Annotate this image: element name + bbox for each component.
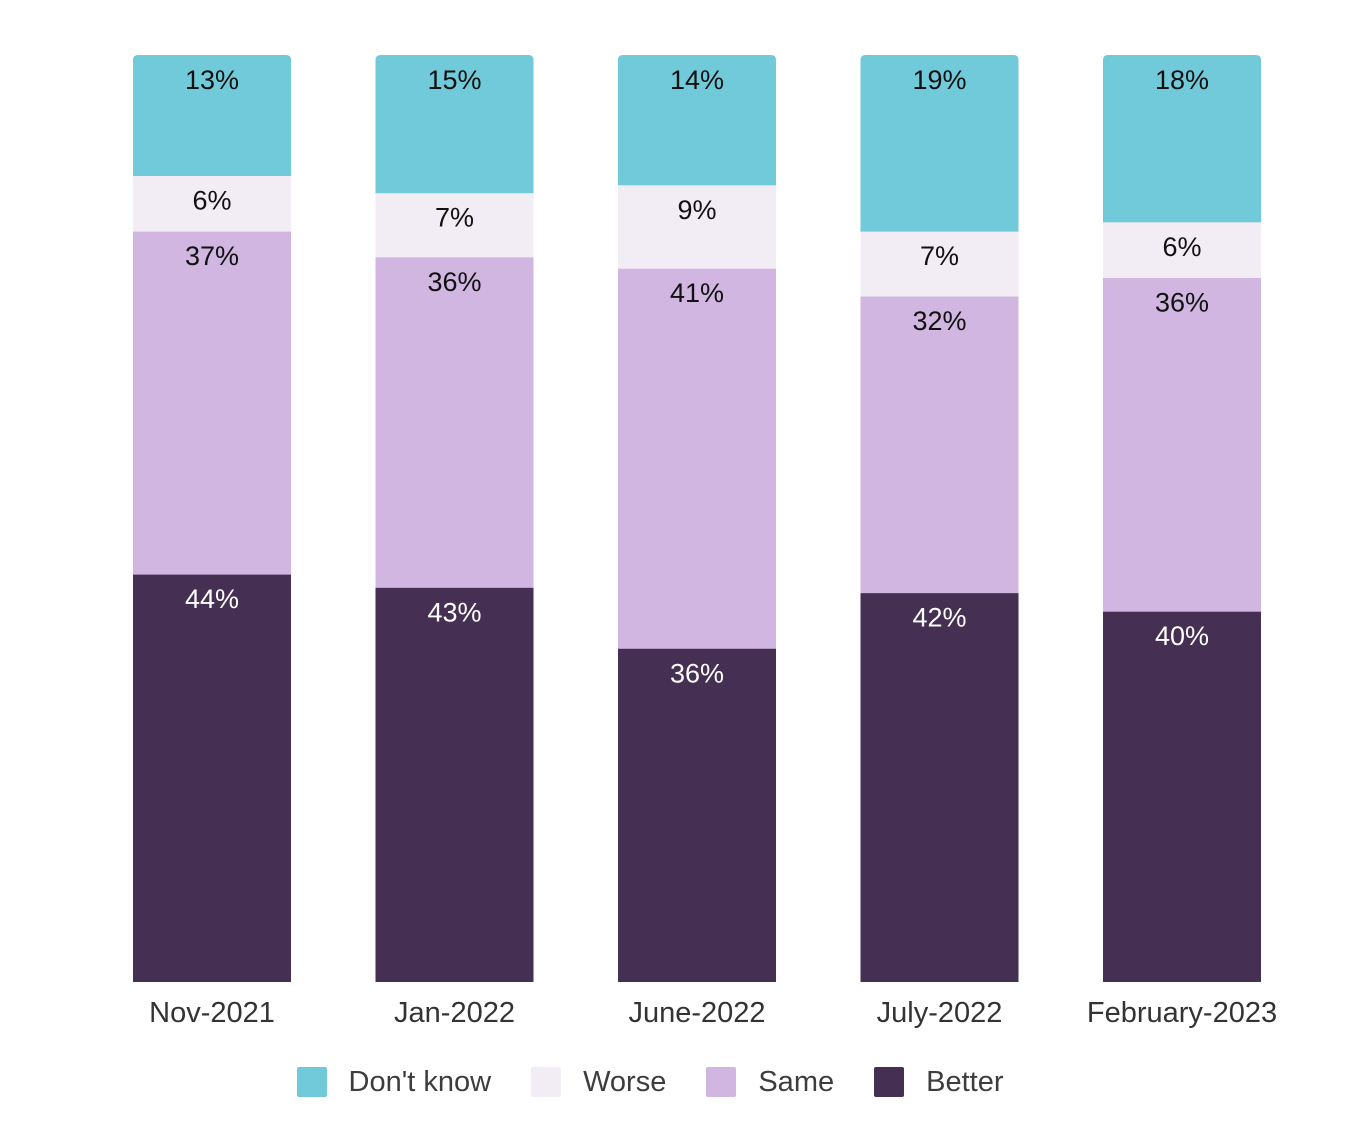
bar-segment-better-june-2022 (618, 648, 776, 982)
data-label-don-t-know-february-2023: 18% (1155, 65, 1209, 95)
bar-segment-worse-february-2023 (1103, 221, 1261, 278)
x-tick-label-february-2023: February-2023 (1087, 997, 1277, 1029)
legend-label-same: Same (758, 1065, 835, 1098)
data-label-same-nov-2021: 37% (185, 241, 239, 271)
bar-segment-worse-july-2022 (860, 231, 1019, 297)
bar-labels-jan-2022: 43% 36% 7% 15% (427, 65, 481, 627)
legend-item-better: Better (874, 1066, 1003, 1099)
data-label-better-nov-2021: 44% (185, 584, 239, 614)
data-label-don-t-know-jan-2022: 15% (427, 65, 481, 95)
data-label-worse-july-2022: 7% (920, 241, 959, 271)
data-label-same-june-2022: 41% (670, 278, 724, 308)
data-label-better-jan-2022: 43% (427, 597, 481, 627)
bar-segment-don-t-know-jan-2022 (375, 55, 534, 194)
data-label-don-t-know-nov-2021: 13% (185, 65, 239, 95)
bar-stack-jan-2022 (375, 55, 534, 982)
bar-segment-same-february-2023 (1103, 277, 1261, 612)
legend-label-dont-know: Don't know (348, 1065, 492, 1098)
legend-label-better: Better (926, 1065, 1004, 1098)
legend-item-worse: Worse (531, 1066, 666, 1099)
data-label-don-t-know-june-2022: 14% (670, 65, 724, 95)
bar-segment-don-t-know-june-2022 (618, 55, 776, 186)
bar-segment-better-nov-2021 (133, 574, 291, 982)
bar-segment-don-t-know-nov-2021 (133, 55, 291, 177)
bar-labels-july-2022: 42% 32% 7% 19% (912, 65, 966, 633)
data-label-same-jan-2022: 36% (427, 267, 481, 297)
bar-segment-better-july-2022 (860, 592, 1019, 982)
bar-stack-july-2022 (860, 55, 1019, 982)
data-label-don-t-know-july-2022: 19% (912, 65, 966, 95)
legend-label-worse: Worse (583, 1065, 667, 1098)
legend-swatch-worse (531, 1067, 562, 1097)
x-tick-label-june-2022: June-2022 (628, 997, 765, 1029)
bar-segment-better-february-2023 (1103, 611, 1261, 982)
data-label-better-july-2022: 42% (912, 603, 966, 633)
chart-plot-area: 44% 37% 6% 13% Nov-2021 43% 36% 7% 15% Jan-2022 36… (133, 55, 1277, 1029)
bar-segment-worse-jan-2022 (375, 192, 534, 258)
bar-segment-don-t-know-july-2022 (860, 55, 1019, 232)
legend-item-same: Same (706, 1066, 834, 1099)
x-tick-label-nov-2021: Nov-2021 (149, 997, 275, 1029)
chart-legend: Don't know Worse Same Better (0, 1062, 1300, 1102)
data-label-worse-june-2022: 9% (677, 195, 716, 225)
data-label-same-february-2023: 36% (1155, 287, 1209, 317)
legend-swatch-same (706, 1067, 737, 1097)
bar-stack-nov-2021 (133, 55, 291, 982)
legend-swatch-better (874, 1067, 905, 1097)
bar-segment-don-t-know-february-2023 (1103, 55, 1261, 223)
bar-segment-same-jan-2022 (375, 256, 534, 588)
data-label-worse-nov-2021: 6% (192, 186, 231, 216)
bar-segment-same-july-2022 (860, 296, 1019, 594)
legend-swatch-dont-know (296, 1067, 327, 1097)
data-label-better-june-2022: 36% (670, 658, 724, 688)
bar-stack-february-2023 (1103, 55, 1261, 982)
bar-segment-worse-nov-2021 (133, 175, 291, 232)
data-label-same-july-2022: 32% (912, 306, 966, 336)
data-label-better-february-2023: 40% (1155, 621, 1209, 651)
bar-labels-february-2023: 40% 36% 6% 18% (1155, 65, 1209, 651)
bar-segment-same-nov-2021 (133, 231, 291, 575)
x-tick-label-july-2022: July-2022 (877, 997, 1003, 1029)
bar-segment-worse-june-2022 (618, 184, 776, 269)
bar-labels-june-2022: 36% 41% 9% 14% (670, 65, 724, 688)
legend-item-dont-know: Don't know (296, 1065, 492, 1099)
bar-segment-same-june-2022 (618, 268, 776, 649)
bar-labels-nov-2021: 44% 37% 6% 13% (185, 65, 239, 614)
data-label-worse-february-2023: 6% (1162, 232, 1201, 262)
bar-segment-better-jan-2022 (375, 587, 534, 982)
bar-stack-june-2022 (618, 55, 776, 982)
x-tick-label-jan-2022: Jan-2022 (394, 997, 515, 1029)
data-label-worse-jan-2022: 7% (435, 203, 474, 233)
